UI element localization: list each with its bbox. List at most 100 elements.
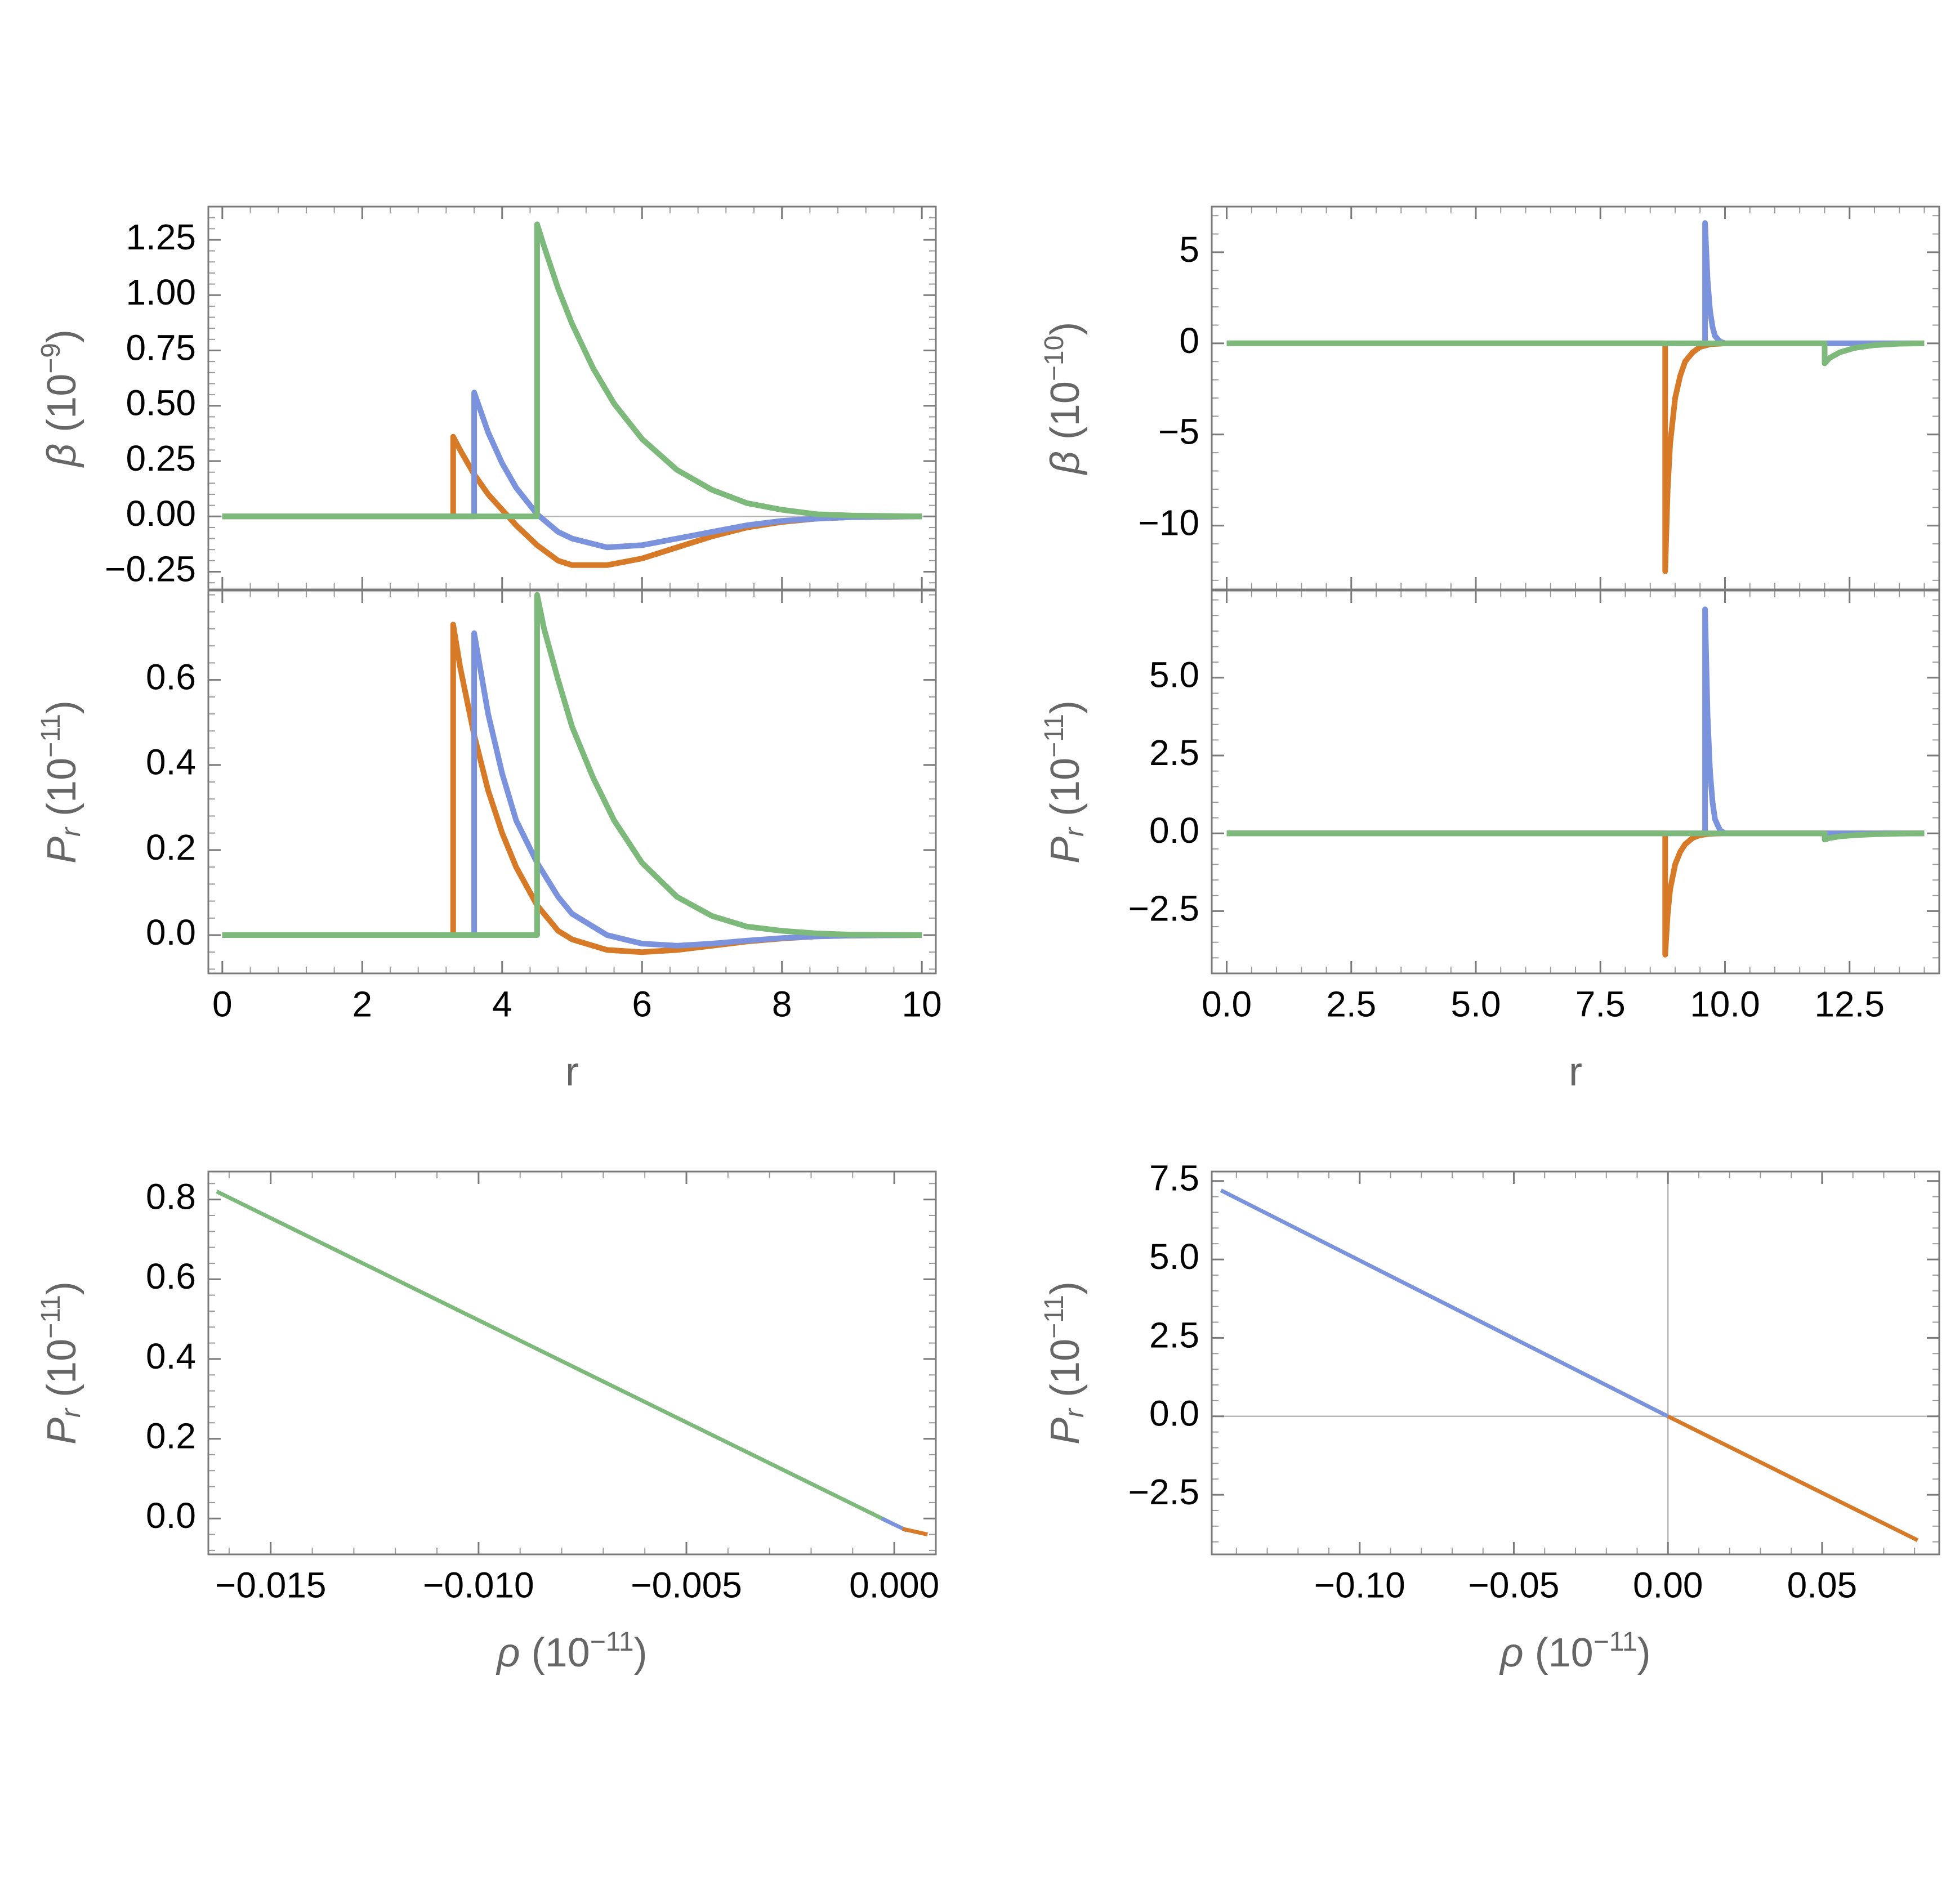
x-axis-title-close: ) (1637, 1630, 1651, 1675)
y-axis-title-base: (10 (39, 758, 84, 828)
x-tick-label: −0.015 (215, 1565, 327, 1605)
y-axis-title-symbol: P (1043, 837, 1088, 864)
series-orange-line (902, 1527, 928, 1537)
y-axis-title-base: (10 (39, 374, 84, 444)
x-tick-label: 0.000 (849, 1565, 939, 1605)
x-tick-label: −0.010 (423, 1565, 534, 1605)
y-axis-title: β (10−10) (1039, 322, 1088, 476)
y-tick-label: 0.0 (1149, 810, 1199, 851)
series-green-line (1226, 830, 1925, 843)
y-axis-title-base: (10 (39, 1339, 84, 1409)
series-orange-line (1226, 340, 1925, 574)
y-tick-label: 0.0 (146, 912, 196, 953)
panel-F: −2.5 0.0 2.5 5.0 7.5 −0.10 −0.05 0.00 0.05 Pr (10… (1039, 1158, 1940, 1675)
y-axis-title-close: ) (1043, 1281, 1088, 1295)
y-tick-label: 2.5 (1149, 732, 1199, 773)
y-axis-title-base: (10 (1043, 1339, 1088, 1409)
y-tick-label: 0.0 (1149, 1393, 1199, 1434)
y-axis-title-base: (10 (1043, 758, 1088, 828)
y-tick-label: 7.5 (1149, 1158, 1199, 1199)
x-tick-label: 7.5 (1575, 984, 1626, 1024)
y-axis-title: β (10−9) (36, 329, 84, 468)
y-tick-label: 0.6 (146, 657, 196, 698)
series-blue-line (222, 390, 922, 551)
panel-A: −0.25 0.00 0.25 0.50 0.75 1.00 1.25 β (10−9) (36, 205, 937, 591)
x-tick-label: 0.0 (1202, 984, 1252, 1024)
x-tick-label: −0.05 (1469, 1565, 1560, 1605)
x-axis-title-text: r (1569, 1049, 1582, 1094)
y-tick-label: 0.4 (146, 742, 196, 783)
x-axis-title-symbol: ρ (496, 1630, 520, 1675)
plot-frame (1211, 1170, 1940, 1556)
y-tick-label: 0.50 (126, 383, 196, 423)
x-tick-label: 0.05 (1787, 1565, 1858, 1605)
y-tick-label: 1.00 (126, 272, 196, 312)
x-axis-title-base: (10 (1524, 1630, 1594, 1675)
plot-frame (1211, 589, 1940, 975)
panel-E: 0.0 0.2 0.4 0.6 0.8 −0.015 −0.010 −0.005 0.000 Pr… (36, 1170, 939, 1675)
y-axis-title-subscript: r (56, 1407, 86, 1418)
x-axis-title-symbol: ρ (1499, 1630, 1523, 1675)
y-axis-title-subscript: r (1060, 826, 1090, 837)
series-blue-line (1226, 606, 1925, 837)
y-tick-label: 5.0 (1149, 655, 1199, 695)
y-axis-title-subscript: r (56, 826, 86, 837)
y-tick-label: 5.0 (1149, 1236, 1199, 1277)
y-axis-title-exponent: −11 (36, 1295, 66, 1339)
series-green-line (222, 221, 922, 520)
x-axis-title: r (1569, 1049, 1582, 1094)
y-axis-title-close: ) (1043, 700, 1088, 714)
series-orange-line (1667, 1414, 1919, 1543)
series-orange-line (222, 622, 922, 955)
y-tick-label: 0.25 (126, 438, 196, 479)
plot-frame (207, 589, 937, 975)
y-axis-title-close: ) (39, 700, 84, 714)
y-tick-label: 2.5 (1149, 1315, 1199, 1355)
y-tick-label: 0.75 (126, 327, 196, 368)
x-axis-title: ρ (10−11) (1499, 1627, 1650, 1675)
y-axis-title-subscript: r (1060, 1407, 1090, 1418)
y-axis-title-symbol: β (39, 444, 84, 468)
series-green-line (1226, 340, 1925, 367)
y-axis-title-symbol: P (1043, 1418, 1088, 1445)
y-tick-label: 0.6 (146, 1256, 196, 1297)
x-axis-title: r (565, 1049, 579, 1094)
x-axis-title: ρ (10−11) (496, 1627, 647, 1675)
y-tick-label: 0.00 (126, 493, 196, 534)
x-tick-label: −0.10 (1314, 1565, 1405, 1605)
x-axis-title-base: (10 (520, 1630, 590, 1675)
x-tick-label: 0.00 (1633, 1565, 1703, 1605)
x-tick-label: 5.0 (1451, 984, 1501, 1024)
x-tick-label: 0 (212, 984, 233, 1024)
series-blue-line (222, 630, 922, 949)
y-tick-label: −5 (1158, 412, 1199, 452)
plot-frame (1211, 205, 1940, 591)
x-tick-label: 2 (352, 984, 373, 1024)
x-axis-title-exponent: −11 (1594, 1627, 1637, 1657)
series-blue-line (1220, 1188, 1669, 1418)
y-axis-title-exponent: −11 (36, 714, 66, 758)
y-axis-title: Pr (10−11) (36, 1281, 86, 1445)
plot-frame (207, 205, 937, 591)
y-axis-title-exponent: −10 (1039, 336, 1069, 381)
x-tick-label: −0.005 (631, 1565, 742, 1605)
x-tick-label: 10 (902, 984, 942, 1024)
plot-frame (207, 1170, 937, 1556)
series-blue-line (1226, 220, 1925, 346)
y-axis-title-symbol: P (39, 837, 84, 864)
y-tick-label: −10 (1138, 503, 1199, 543)
series-orange-line (222, 433, 922, 568)
y-tick-label: 0.2 (146, 1415, 196, 1456)
y-axis-title-exponent: −9 (36, 343, 66, 374)
y-axis-title-base: (10 (1043, 381, 1088, 451)
y-tick-label: 0.2 (146, 827, 196, 868)
x-axis-title-close: ) (634, 1630, 648, 1675)
y-axis-title-close: ) (39, 1281, 84, 1295)
y-tick-label: 1.25 (126, 217, 196, 257)
y-tick-label: 5 (1179, 229, 1199, 270)
series-green-line (216, 1190, 891, 1525)
x-axis-title-exponent: −11 (590, 1627, 634, 1657)
y-axis-title: Pr (10−11) (1039, 700, 1090, 864)
